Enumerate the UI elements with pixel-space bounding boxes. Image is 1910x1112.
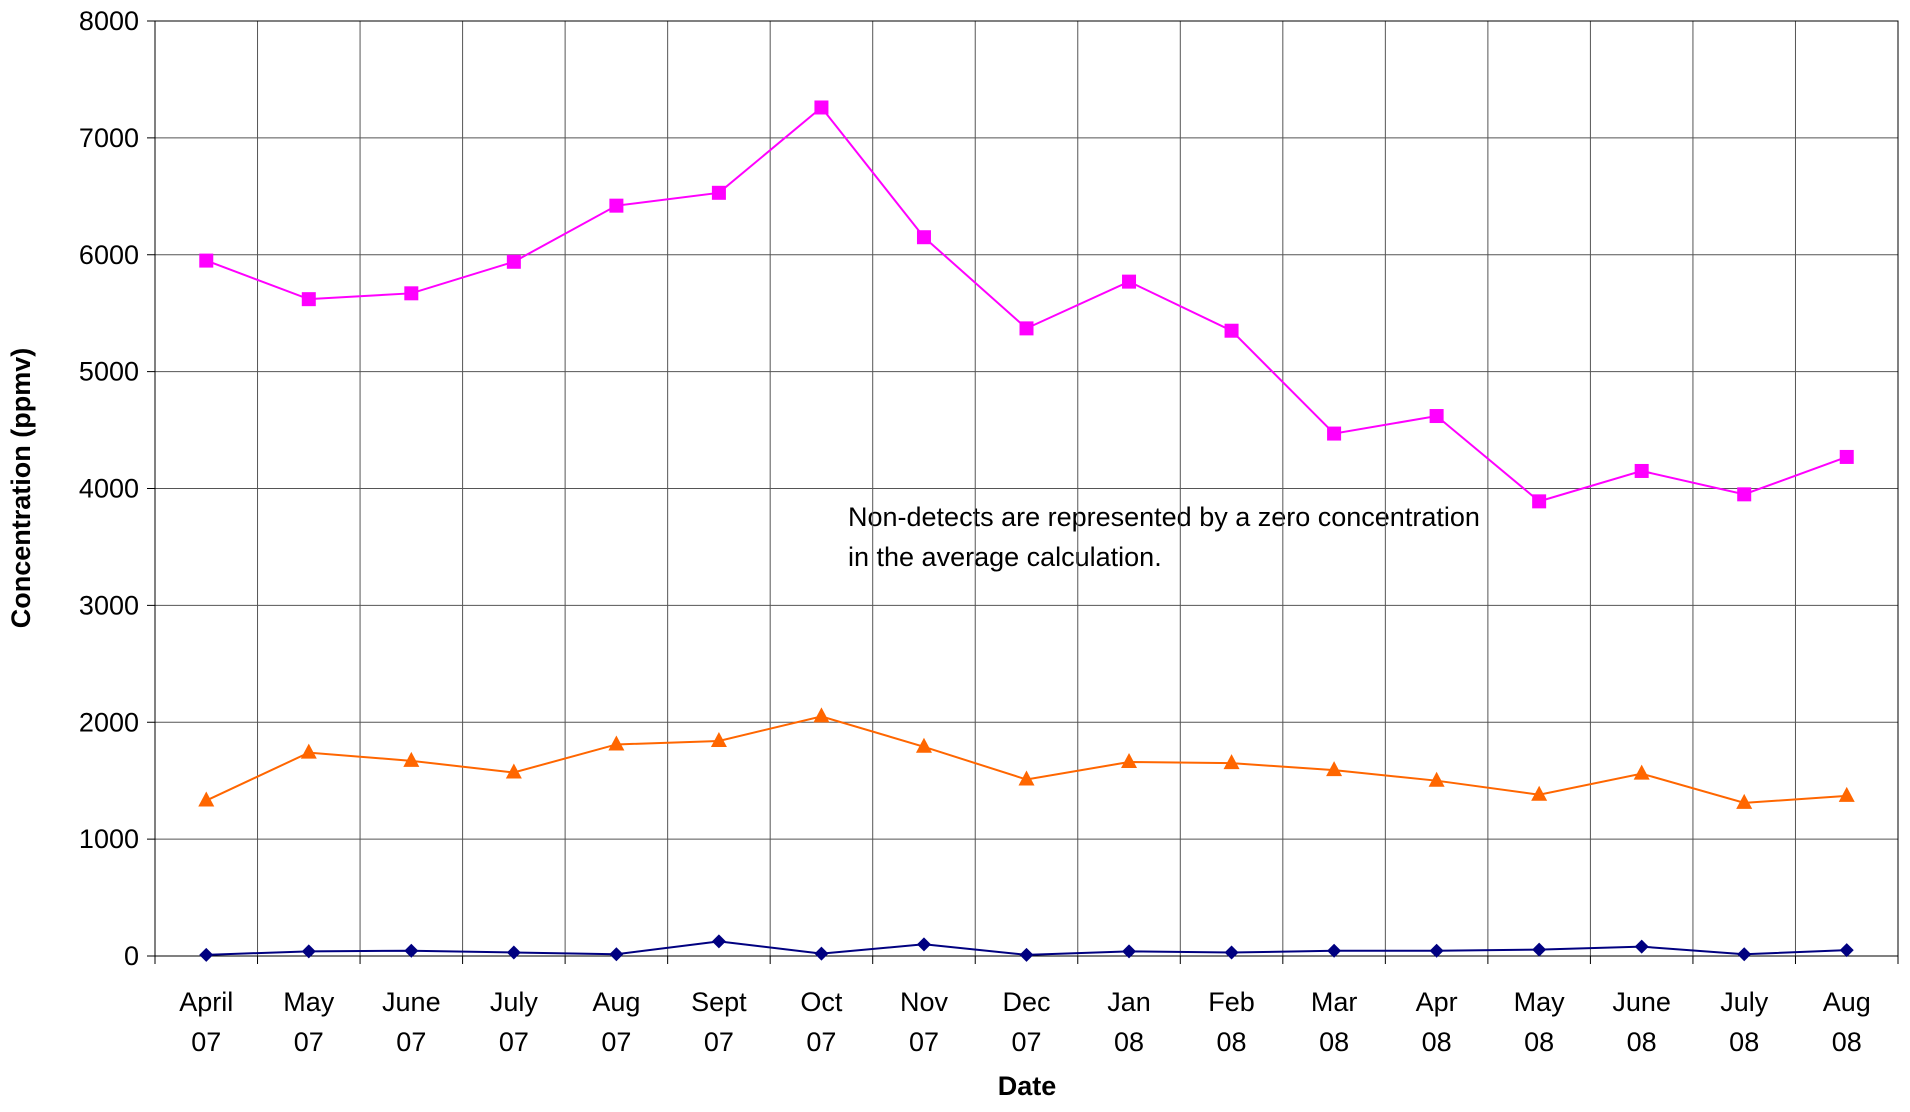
y-tick-label: 0: [124, 941, 139, 971]
marker: [199, 253, 214, 268]
x-axis-label: Date: [998, 1071, 1057, 1101]
marker: [404, 286, 419, 301]
y-tick-label: 3000: [79, 590, 139, 620]
marker: [608, 735, 625, 751]
marker: [1122, 944, 1137, 959]
y-tick-label: 7000: [79, 123, 139, 153]
marker: [1224, 323, 1239, 338]
y-axis-label: Concentration (ppmv): [6, 348, 36, 629]
marker: [1838, 786, 1855, 802]
marker: [1428, 771, 1445, 787]
marker: [711, 934, 726, 949]
x-tick-label: June 07: [382, 987, 441, 1057]
annotation: Non-detects are represented by a zero co…: [848, 502, 1480, 532]
marker: [1019, 321, 1034, 336]
y-tick-label: 6000: [79, 240, 139, 270]
marker: [301, 944, 316, 959]
marker: [403, 751, 420, 767]
marker: [916, 230, 931, 245]
marker: [813, 707, 830, 723]
marker: [609, 947, 624, 962]
marker: [505, 763, 522, 779]
series-line: [205, 106, 1848, 503]
marker: [916, 937, 931, 952]
x-tick-label: April 07: [179, 987, 233, 1057]
x-tick-label: Mar 08: [1311, 987, 1358, 1057]
marker: [1839, 943, 1854, 958]
y-tick-label: 1000: [79, 824, 139, 854]
marker: [1327, 943, 1342, 958]
marker: [814, 946, 829, 961]
x-tick-label: Apr 08: [1416, 987, 1458, 1057]
marker: [915, 737, 932, 753]
x-tick-label: Dec 07: [1002, 987, 1050, 1057]
marker: [1532, 494, 1547, 509]
marker: [1223, 754, 1240, 770]
marker: [301, 292, 316, 307]
x-tick-label: July 08: [1720, 987, 1769, 1057]
marker: [1634, 939, 1649, 954]
marker: [710, 731, 727, 747]
marker: [1121, 752, 1138, 768]
marker: [1737, 947, 1752, 962]
x-tick-label: Sept 07: [691, 987, 747, 1057]
marker: [1019, 947, 1034, 962]
marker: [198, 791, 215, 807]
y-tick-label: 8000: [79, 6, 139, 36]
marker: [1634, 463, 1649, 478]
marker: [506, 254, 521, 269]
y-tick-label: 4000: [79, 474, 139, 504]
x-tick-label: July 07: [490, 987, 539, 1057]
marker: [711, 185, 726, 200]
marker: [1122, 274, 1137, 289]
series-line: [205, 715, 1847, 804]
x-tick-label: Nov 07: [900, 987, 949, 1057]
marker: [199, 947, 214, 962]
annotation: in the average calculation.: [848, 542, 1162, 572]
x-tick-label: May 08: [1514, 987, 1566, 1057]
marker: [1531, 785, 1548, 801]
marker: [1736, 793, 1753, 809]
x-tick-label: Jan 08: [1107, 987, 1151, 1057]
marker: [1839, 449, 1854, 464]
x-tick-label: Feb 08: [1208, 987, 1255, 1057]
marker: [814, 100, 829, 115]
x-tick-label: May 07: [283, 987, 335, 1057]
y-tick-label: 5000: [79, 357, 139, 387]
x-tick-label: Aug 07: [592, 987, 640, 1057]
marker: [1326, 761, 1343, 777]
marker: [1737, 487, 1752, 502]
marker: [404, 943, 419, 958]
marker: [609, 198, 624, 213]
x-tick-label: June 08: [1612, 987, 1671, 1057]
marker: [1532, 942, 1547, 957]
marker: [1429, 943, 1444, 958]
marker: [300, 743, 317, 759]
marker: [1429, 409, 1444, 424]
y-tick-label: 2000: [79, 707, 139, 737]
marker: [1633, 764, 1650, 780]
marker: [1018, 770, 1035, 786]
x-tick-label: Oct 07: [800, 987, 843, 1057]
marker: [1327, 426, 1342, 441]
marker: [1224, 945, 1239, 960]
marker: [506, 945, 521, 960]
x-tick-label: Aug 08: [1823, 987, 1871, 1057]
